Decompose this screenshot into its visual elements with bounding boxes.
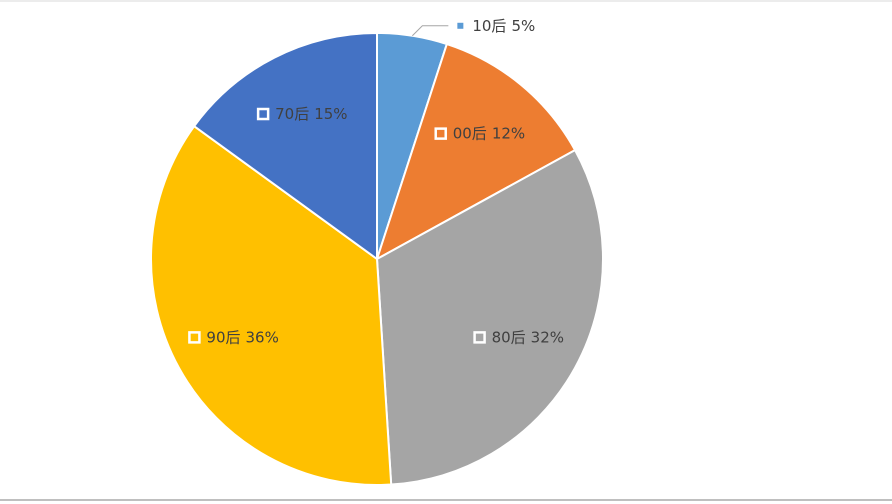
legend-key <box>256 107 270 121</box>
data-label: 80后 32% <box>492 328 564 346</box>
pie-slice <box>150 124 393 486</box>
pie-slice <box>192 31 378 261</box>
data-label: 90后 36% <box>206 328 278 346</box>
category-label: 10后 <box>472 16 506 34</box>
data-label: 00后 12% <box>453 124 525 142</box>
value-label: 5% <box>511 16 535 34</box>
category-label: 80后 <box>492 328 526 346</box>
value-label: 12% <box>492 124 525 142</box>
pie-slice <box>375 42 577 262</box>
leader-line <box>412 25 449 37</box>
value-label: 15% <box>314 105 347 123</box>
legend-key <box>434 127 447 140</box>
category-label: 90后 <box>206 328 240 346</box>
category-label: 00后 <box>453 124 487 142</box>
pie-slice <box>375 148 604 486</box>
value-label: 32% <box>531 328 564 346</box>
legend-key <box>188 331 201 344</box>
legend-key <box>473 331 486 344</box>
value-label: 36% <box>246 328 279 346</box>
category-label: 70后 <box>275 105 309 123</box>
data-label: 70后 15% <box>275 105 347 123</box>
data-label: 10后 5% <box>472 16 535 34</box>
legend-key <box>457 22 464 29</box>
